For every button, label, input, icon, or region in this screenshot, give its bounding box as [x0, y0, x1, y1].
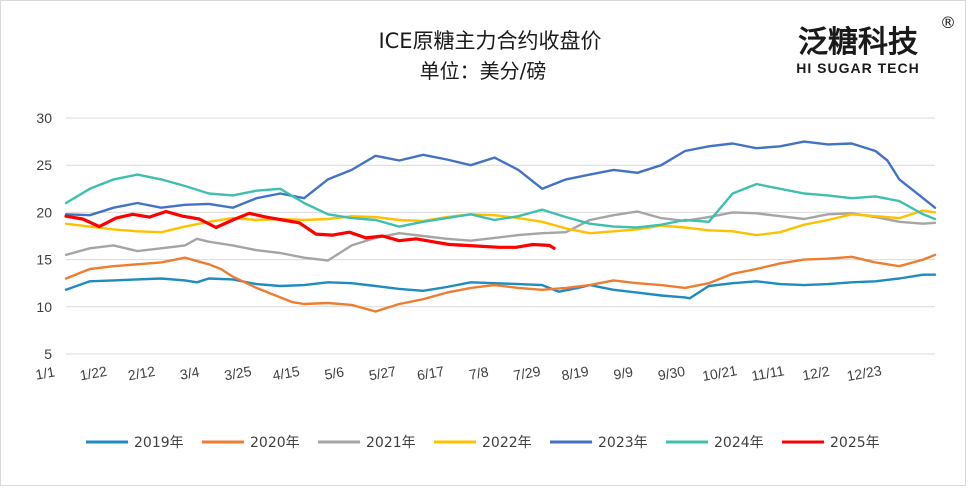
brand-logo: 泛糖科技 HI SUGAR TECH ®	[796, 13, 956, 76]
x-tick-label: 3/25	[223, 363, 253, 384]
legend-label: 2025年	[830, 435, 880, 451]
series-line-2021年	[64, 210, 937, 262]
y-axis-ticks: 5 10 15 20 25 30	[36, 110, 52, 362]
chart-subtitle: 单位：美分/磅	[420, 59, 547, 83]
series-line-2020年	[64, 253, 937, 313]
x-tick-label: 5/6	[323, 363, 345, 382]
x-tick-label: 9/30	[657, 363, 687, 384]
registered-mark: ®	[940, 13, 956, 32]
series-line-2022年	[64, 209, 937, 237]
x-tick-label: 11/11	[750, 362, 785, 384]
brand-name-cn: 泛糖科技	[798, 25, 918, 60]
x-tick-label: 12/2	[801, 363, 831, 384]
x-tick-label: 4/15	[271, 363, 301, 384]
x-axis-ticks: 1/1 1/22 2/12 3/4 3/25 4/15 5/6 5/27 6/17 7/8 7/29…	[34, 362, 883, 384]
x-tick-label: 6/17	[416, 363, 446, 384]
gridlines	[66, 117, 935, 355]
x-tick-label: 10/21	[701, 362, 738, 384]
legend-label: 2019年	[134, 435, 184, 451]
legend-label: 2024年	[714, 435, 764, 451]
chart-title: ICE原糖主力合约收盘价	[378, 29, 601, 53]
brand-name-en: HI SUGAR TECH	[796, 60, 919, 76]
series-line-2019年	[64, 273, 937, 300]
x-tick-label: 5/27	[368, 363, 398, 384]
legend-label: 2021年	[366, 435, 416, 451]
series-line-2023年	[64, 140, 937, 217]
y-tick-label: 10	[36, 299, 52, 315]
x-tick-label: 7/29	[512, 363, 542, 384]
x-tick-label: 8/19	[560, 363, 590, 384]
x-tick-label: 1/22	[79, 363, 109, 384]
y-tick-label: 20	[36, 204, 52, 220]
x-tick-label: 7/8	[468, 363, 490, 382]
legend-label: 2022年	[482, 435, 532, 451]
y-tick-label: 30	[36, 110, 52, 126]
series-lines	[64, 140, 937, 313]
series-line-2024年	[64, 173, 937, 229]
x-tick-label: 2/12	[127, 363, 157, 384]
x-tick-label: 9/9	[612, 363, 634, 382]
y-tick-label: 25	[36, 157, 52, 173]
legend-label: 2023年	[598, 435, 648, 451]
x-tick-label: 3/4	[179, 363, 201, 382]
series-line-2025年	[64, 209, 556, 250]
y-tick-label: 5	[44, 346, 52, 362]
x-tick-label: 1/1	[34, 363, 56, 382]
legend-label: 2020年	[250, 435, 300, 451]
y-tick-label: 15	[36, 252, 52, 268]
x-tick-label: 12/23	[845, 362, 882, 384]
legend: 2019年 2020年 2021年 2022年 2023年 2024年 2025年	[86, 435, 880, 451]
